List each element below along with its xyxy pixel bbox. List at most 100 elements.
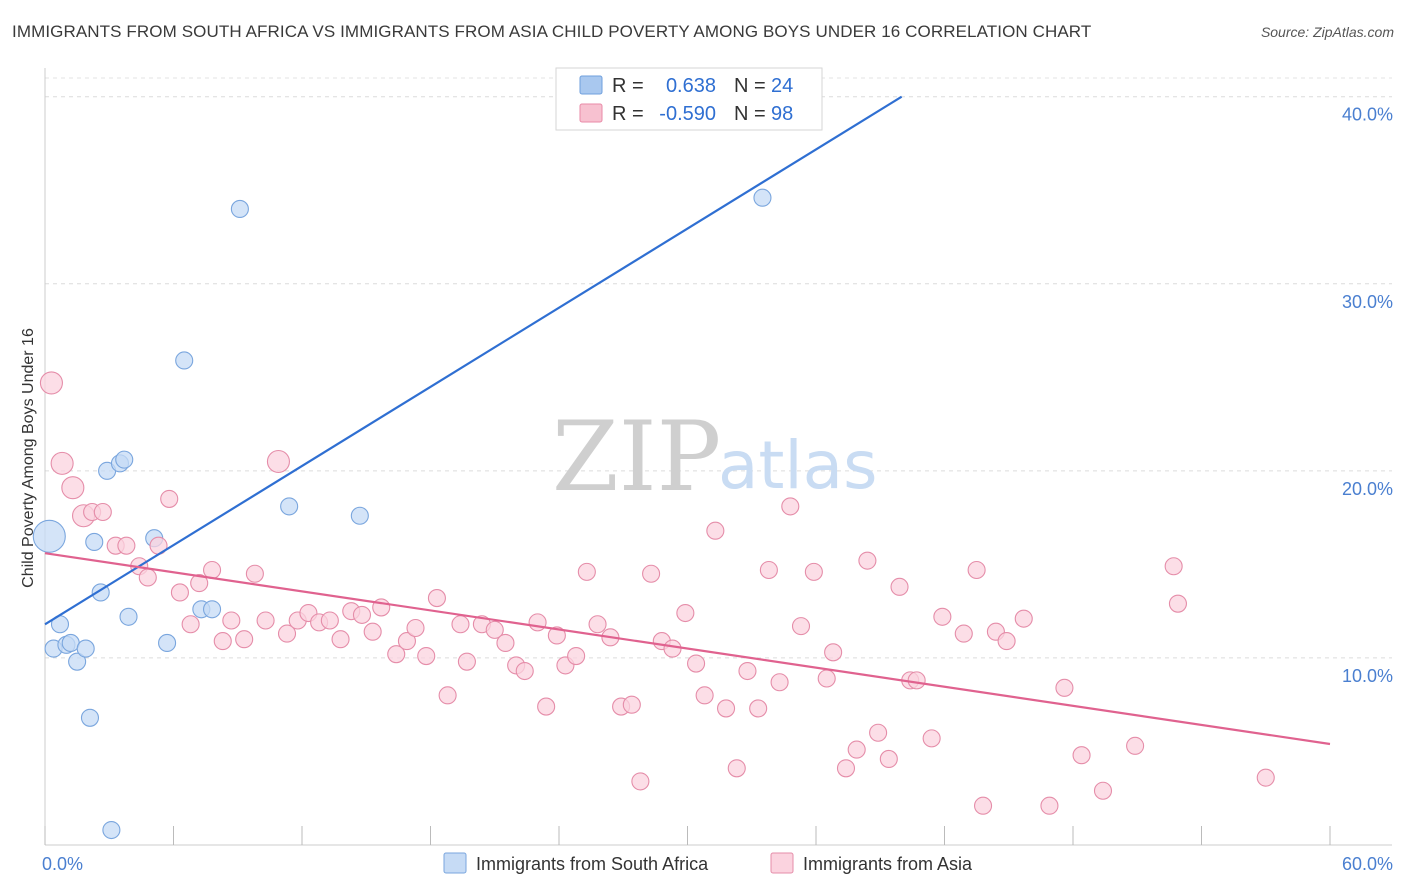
data-point: [622, 695, 641, 714]
data-point: [496, 633, 515, 653]
data-point: [1126, 736, 1145, 755]
y-axis-label-group: Child Poverty Among Boys Under 16: [20, 328, 37, 588]
data-point: [235, 630, 254, 649]
y-tick-label: 30.0%: [1342, 292, 1393, 312]
data-point: [438, 686, 457, 705]
legend-r-value: 0.638: [666, 75, 716, 97]
data-point: [824, 643, 843, 662]
data-point: [320, 611, 339, 630]
watermark: ZIP atlas: [552, 401, 878, 513]
data-point: [32, 519, 66, 553]
data-points: [32, 188, 1275, 840]
data-point: [50, 451, 74, 475]
correlation-legend: R = 0.638 N = 24 R = -0.590 N = 98: [555, 67, 823, 131]
data-point: [170, 583, 189, 602]
data-point: [331, 630, 350, 649]
watermark-atlas-text: atlas: [718, 427, 878, 504]
data-point: [537, 697, 556, 716]
data-point: [68, 652, 87, 671]
data-point: [190, 574, 209, 593]
data-point: [749, 699, 768, 718]
data-point: [406, 618, 425, 638]
legend-swatch-asia: [770, 852, 794, 874]
data-point: [759, 560, 778, 580]
data-point: [663, 639, 682, 658]
data-point: [869, 723, 888, 742]
data-point: [427, 589, 446, 608]
data-point: [753, 188, 772, 207]
legend-n-value: 24: [771, 75, 793, 97]
data-point: [577, 562, 596, 581]
data-point: [451, 615, 470, 634]
y-axis-label: Child Poverty Among Boys Under 16: [20, 328, 37, 588]
data-point: [907, 671, 926, 690]
trend-line-south-africa: [44, 95, 903, 626]
data-point: [203, 600, 222, 619]
source-label: Source: ZipAtlas.com: [1260, 24, 1394, 40]
data-point: [1040, 796, 1059, 815]
legend-swatch-asia: [579, 103, 603, 123]
data-point: [102, 820, 121, 840]
data-point: [695, 686, 714, 705]
x-tick-label: 60.0%: [1342, 854, 1393, 874]
data-point: [528, 613, 547, 632]
data-point: [256, 611, 275, 630]
data-point: [1055, 678, 1074, 697]
data-point: [457, 652, 476, 671]
legend-n-value: 98: [771, 103, 793, 125]
data-point: [363, 622, 382, 641]
data-point: [1168, 594, 1187, 613]
watermark-zip-text: ZIP: [552, 401, 721, 513]
data-point: [922, 729, 941, 748]
data-point: [352, 605, 372, 624]
data-point: [175, 351, 194, 370]
data-point: [781, 497, 800, 516]
legend-swatch-south-africa: [579, 75, 603, 95]
legend-r-label: R =: [612, 75, 644, 97]
data-point: [770, 673, 789, 692]
data-point: [890, 577, 909, 596]
data-point: [973, 796, 993, 815]
data-point: [417, 647, 436, 666]
data-point: [203, 560, 222, 580]
data-point: [706, 521, 725, 540]
data-point: [350, 506, 369, 525]
legend-r-label: R =: [612, 103, 644, 125]
data-point: [245, 564, 264, 583]
data-point: [791, 617, 811, 636]
data-point: [738, 661, 757, 681]
data-point: [858, 551, 877, 570]
data-point: [727, 759, 746, 778]
data-point: [1093, 781, 1113, 800]
x-tick-label: 0.0%: [42, 854, 83, 874]
data-point: [967, 560, 986, 580]
legend-swatch-south-africa: [443, 852, 467, 874]
trend-lines: [44, 95, 1331, 746]
data-point: [933, 607, 952, 626]
data-point: [61, 476, 85, 500]
data-point: [85, 532, 104, 551]
data-point: [676, 603, 695, 623]
legend-n-label: N =: [734, 103, 766, 125]
data-point: [39, 371, 63, 395]
data-point: [181, 615, 200, 634]
data-point: [280, 497, 299, 516]
data-point: [119, 607, 138, 626]
data-point: [117, 536, 136, 555]
data-point: [93, 502, 112, 522]
chart-title: IMMIGRANTS FROM SOUTH AFRICA VS IMMIGRAN…: [12, 22, 1092, 41]
data-point: [266, 449, 290, 474]
trend-line-asia: [44, 552, 1331, 746]
series-legend: Immigrants from South Africa Immigrants …: [443, 852, 973, 874]
legend-n-label: N =: [734, 75, 766, 97]
data-point: [397, 632, 416, 651]
data-point: [213, 632, 232, 651]
data-point: [158, 633, 177, 653]
data-point: [1164, 557, 1183, 576]
data-point: [485, 620, 504, 639]
data-point: [1072, 746, 1091, 765]
data-point: [222, 611, 241, 630]
data-point: [997, 632, 1016, 651]
data-point: [80, 708, 100, 727]
